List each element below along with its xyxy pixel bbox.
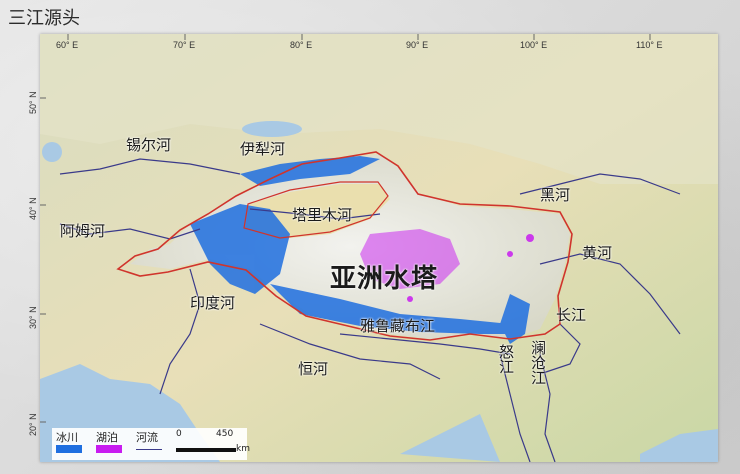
rivers xyxy=(59,158,681,462)
glacier-areas xyxy=(190,156,530,344)
lon-label-70: 70° E xyxy=(173,40,196,50)
label-heihe: 黑河 xyxy=(540,186,571,204)
south-china-sea xyxy=(640,429,718,462)
lat-label-30: 30° N xyxy=(28,306,38,329)
legend-lake-swatch xyxy=(96,445,122,453)
plateau xyxy=(130,154,570,339)
label-yaluzangbujiang: 雅鲁藏布江 xyxy=(360,317,436,335)
steppe xyxy=(40,34,718,184)
label-xierhe: 锡尔河 xyxy=(126,136,172,154)
bay-of-bengal xyxy=(400,414,500,462)
legend-scale-value: 450 xyxy=(216,429,234,439)
lon-label-90: 90° E xyxy=(406,40,429,50)
lon-label-110: 110° E xyxy=(636,40,663,50)
label-lancangjiang: 澜沧江 xyxy=(529,340,547,385)
legend-river-swatch xyxy=(136,449,162,450)
map-legend: 冰川 湖泊 河流 0 450 km xyxy=(52,428,250,460)
label-nujiang: 怒江 xyxy=(497,344,515,374)
balkhash-lake xyxy=(242,121,302,137)
page-title: 三江源头 xyxy=(8,8,80,29)
label-talimuhe: 塔里木河 xyxy=(292,206,353,224)
label-yilihe: 伊犁河 xyxy=(240,140,286,158)
lon-label-60: 60° E xyxy=(56,40,79,50)
legend-scale-unit: km xyxy=(236,444,250,454)
legend-scale-zero: 0 xyxy=(176,429,182,439)
legend-river-label: 河流 xyxy=(136,431,158,444)
lat-label-50: 50° N xyxy=(28,91,38,114)
label-amuhe: 阿姆河 xyxy=(60,222,106,240)
lat-label-40: 40° N xyxy=(28,197,38,220)
map-frame: 60° E 70° E 80° E 90° E 100° E 110° E 50… xyxy=(28,34,718,462)
label-changjiang: 长江 xyxy=(556,306,587,324)
legend-glacier-swatch xyxy=(56,445,82,453)
legend-scale-bar xyxy=(176,448,236,452)
water-tower-boundary xyxy=(116,151,573,341)
label-henghe: 恒河 xyxy=(298,360,329,378)
aral-sea xyxy=(42,142,62,162)
legend-lake-label: 湖泊 xyxy=(96,431,118,444)
label-yinduhe: 印度河 xyxy=(190,294,236,312)
graticule-ticks xyxy=(40,34,651,423)
lon-label-80: 80° E xyxy=(290,40,313,50)
map-canvas xyxy=(40,34,718,462)
label-huanghe: 黄河 xyxy=(582,244,613,262)
lon-label-100: 100° E xyxy=(520,40,548,50)
label-yazhoushuita: 亚洲水塔 xyxy=(330,264,439,294)
lat-label-20: 20° N xyxy=(28,413,38,436)
tarim-boundary xyxy=(243,181,389,239)
legend-glacier-label: 冰川 xyxy=(56,431,78,444)
lake-areas xyxy=(360,229,534,302)
